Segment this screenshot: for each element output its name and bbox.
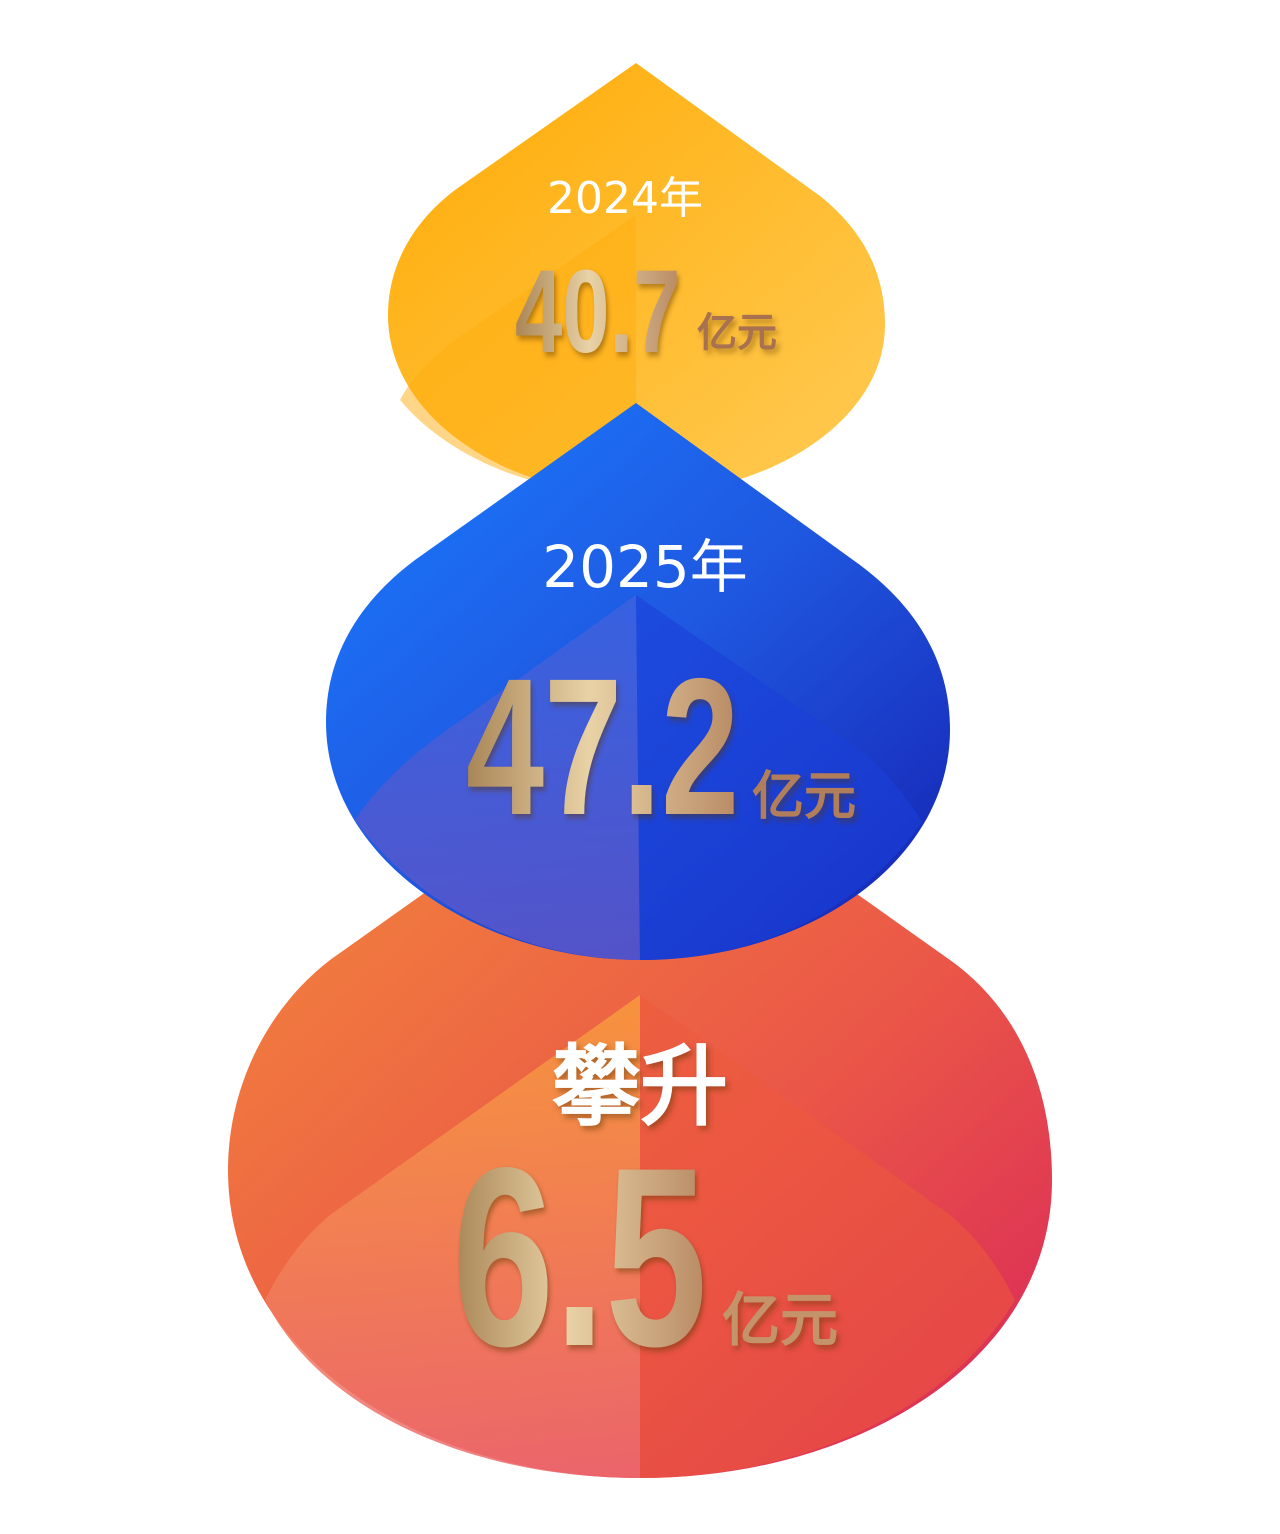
year-2025-unit: 亿元	[752, 767, 856, 827]
increase-unit: 亿元	[722, 1286, 838, 1354]
increase-value: 6.5	[452, 1115, 707, 1400]
year-2024-drop-shape	[388, 63, 885, 495]
increase-label: 攀升	[552, 1035, 728, 1138]
year-2024-value: 40.7	[515, 245, 680, 377]
year-2024-label: 2024年	[547, 173, 703, 224]
year-2025-label: 2025年	[542, 533, 748, 601]
year-2024-unit: 亿元	[697, 310, 777, 356]
increase-drop-shape	[228, 740, 1052, 1478]
year-2025-value: 47.2	[466, 638, 739, 856]
year-2025-drop-shape	[326, 403, 950, 960]
